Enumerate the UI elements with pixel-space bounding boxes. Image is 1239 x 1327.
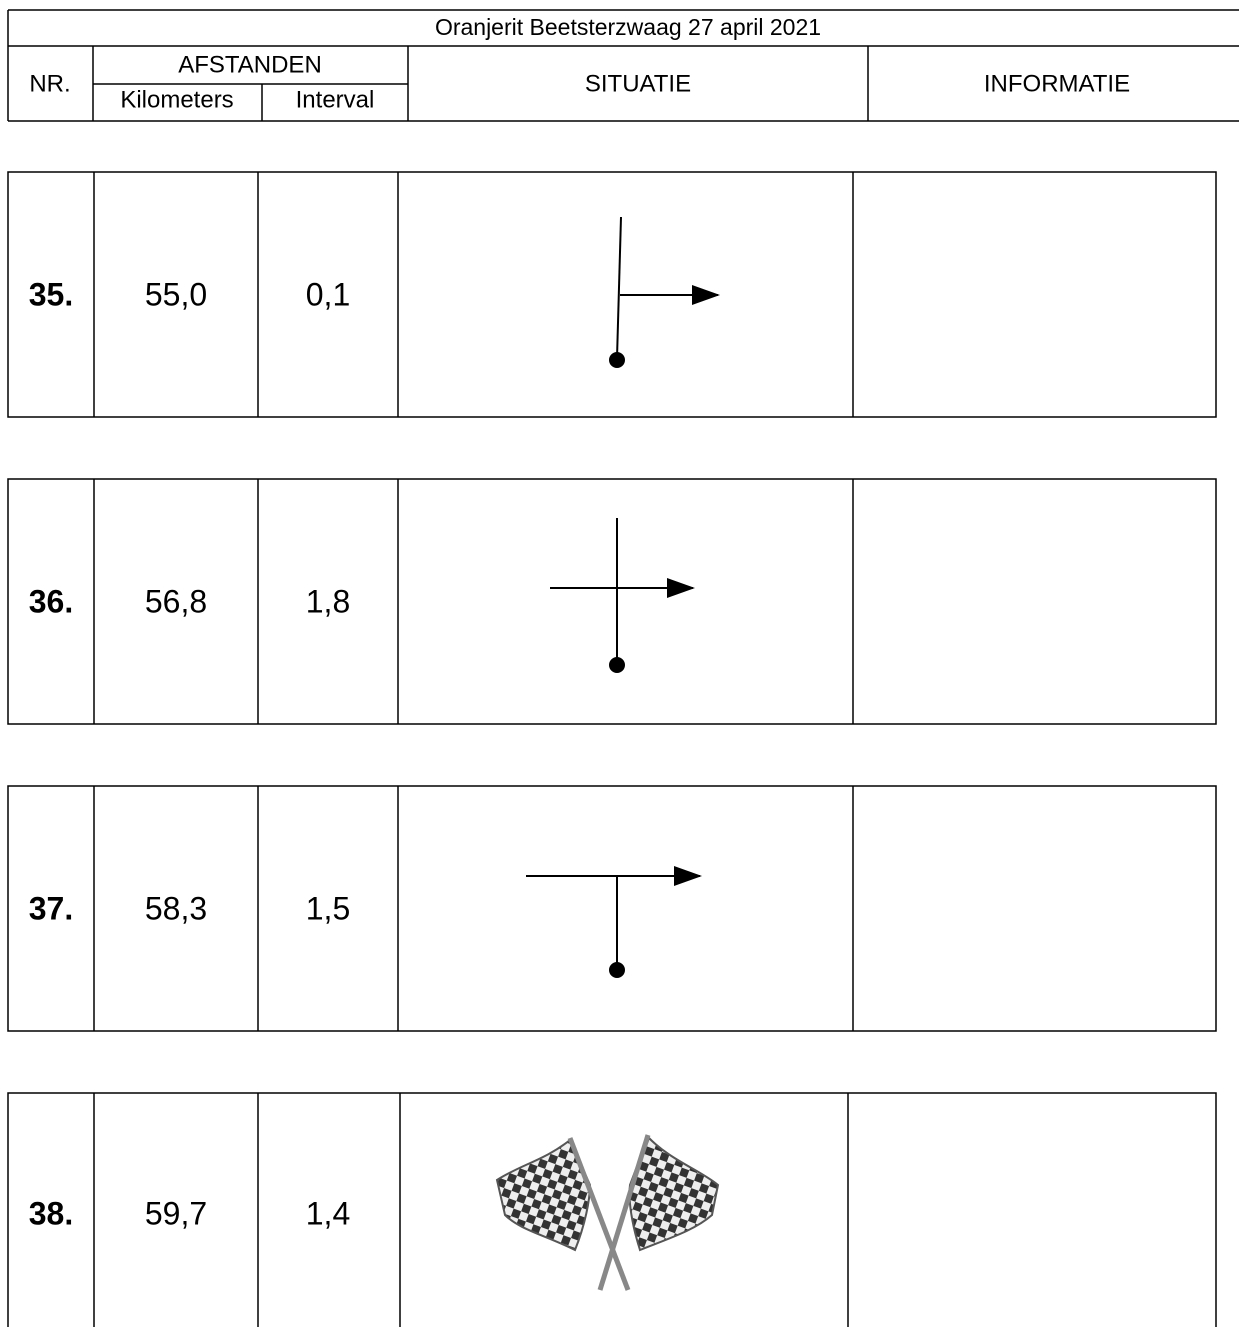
row-texts: 35. 55,0 0,1 36. 56,8 1,8 37. 58,3 1,5 3… xyxy=(29,276,350,1231)
header-information: INFORMATIE xyxy=(984,70,1130,97)
interval: 0,1 xyxy=(306,276,350,312)
diagram-finish-flags xyxy=(495,1134,720,1291)
header-table: Oranjerit Beetsterzwaag 27 april 2021 NR… xyxy=(7,9,1239,122)
kilometers: 56,8 xyxy=(145,583,207,619)
header-kilometers: Kilometers xyxy=(120,86,233,113)
title: Oranjerit Beetsterzwaag 27 april 2021 xyxy=(435,14,821,40)
interval: 1,5 xyxy=(306,890,350,926)
row-number: 35. xyxy=(29,276,73,312)
header-distances: AFSTANDEN xyxy=(178,51,322,78)
header-situation: SITUATIE xyxy=(585,70,691,97)
kilometers: 55,0 xyxy=(145,276,207,312)
header-interval: Interval xyxy=(296,86,375,113)
diagram-right-turn xyxy=(609,216,720,368)
row-boxes xyxy=(7,171,1217,1327)
diagram-t-junction-right xyxy=(526,866,702,978)
row-number: 38. xyxy=(29,1195,73,1231)
kilometers: 58,3 xyxy=(145,890,207,926)
row-number: 37. xyxy=(29,890,73,926)
diagram-crossing-right xyxy=(550,518,695,673)
kilometers: 59,7 xyxy=(145,1195,207,1231)
header-nr: NR. xyxy=(29,70,70,97)
row-number: 36. xyxy=(29,583,73,619)
interval: 1,4 xyxy=(306,1195,350,1231)
interval: 1,8 xyxy=(306,583,350,619)
